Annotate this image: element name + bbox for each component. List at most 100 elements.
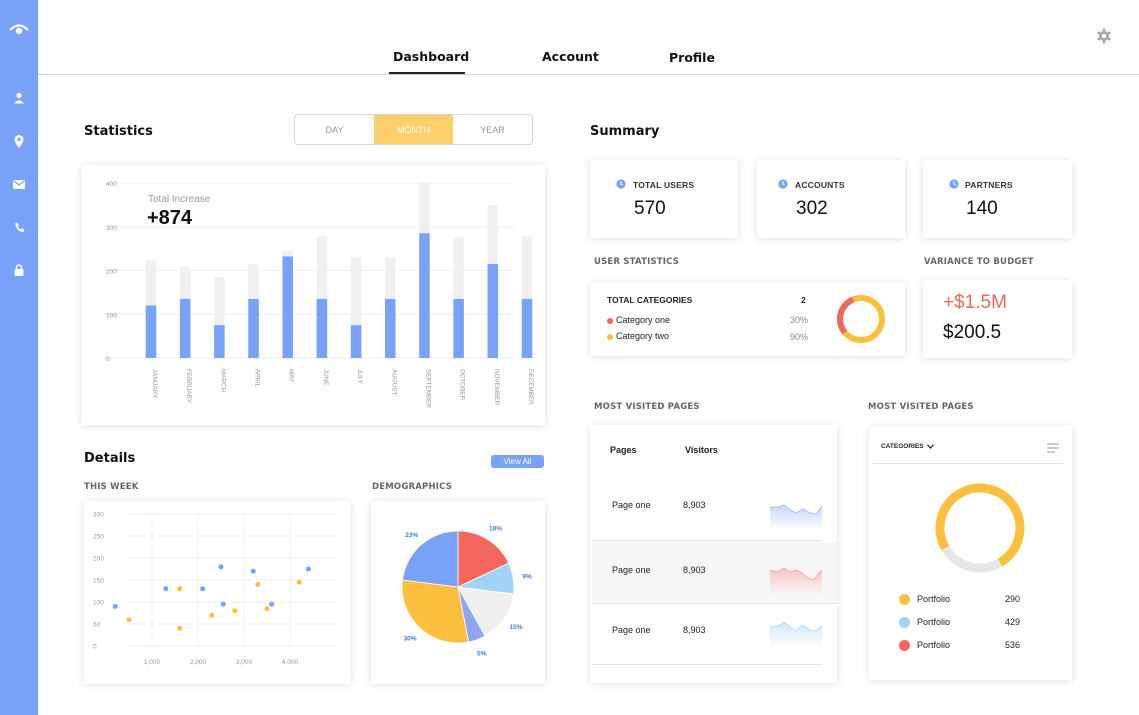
scatter-point	[220, 601, 226, 607]
period-day-button[interactable]: DAY	[325, 124, 344, 135]
scatter-point	[200, 586, 206, 592]
x-tick-label: JUNE	[322, 369, 329, 385]
pie-slice	[457, 530, 510, 588]
scatter-point	[163, 586, 169, 592]
scatter-point	[232, 608, 238, 614]
scatter-point	[218, 564, 224, 570]
pie-slice	[457, 586, 515, 637]
pie-slice-label: 23%	[405, 532, 418, 539]
y-tick-label: 0	[93, 644, 97, 651]
user-statistics-card: TOTAL CATEGORIES 2 Category one 30% Cate…	[590, 282, 905, 356]
bar	[214, 325, 225, 358]
table-row[interactable]: Page one 8,903	[592, 542, 837, 604]
bar-background	[316, 235, 328, 358]
user-statistics-title: USER STATISTICS	[594, 257, 680, 267]
period-month-button[interactable]: MONTH	[374, 115, 453, 144]
x-tick-label: OCTOBER	[459, 369, 466, 400]
y-tick-label: 250	[93, 534, 104, 541]
bar-background	[214, 277, 225, 358]
portfolio-dot	[899, 617, 910, 628]
x-tick-label: 4,000	[282, 659, 299, 666]
statistics-card: 0 100 200 300 400 JANUARY FEBRUARY MARCH APRIL MA…	[82, 165, 545, 425]
visitor-count: 8,903	[683, 565, 706, 575]
total-users-card[interactable]: TOTAL USERS 570	[590, 160, 738, 238]
tab-account[interactable]: Account	[542, 49, 599, 64]
sidebar	[0, 0, 38, 715]
portfolio-dot	[899, 594, 910, 605]
bar	[453, 298, 464, 358]
legend-value: 290	[1005, 594, 1021, 604]
most-visited-title: MOST VISITED PAGES	[594, 402, 700, 412]
view-all-button[interactable]: View All	[491, 455, 544, 468]
y-tick-label: 150	[93, 578, 104, 585]
chevron-down-icon	[926, 444, 934, 449]
x-tick-label: JULY	[356, 369, 363, 385]
category-one-label: Category one	[616, 315, 671, 325]
top-navigation: Dashboard Account Profile	[38, 0, 1139, 75]
gear-icon[interactable]	[1096, 28, 1112, 49]
category-one-dot	[607, 318, 613, 324]
divider	[873, 463, 1063, 464]
category-two-dot	[607, 334, 613, 340]
period-year-button[interactable]: YEAR	[480, 124, 505, 135]
legend-value: 429	[1005, 617, 1021, 627]
mail-icon[interactable]	[9, 174, 29, 194]
y-tick-label: 50	[93, 622, 101, 629]
user-icon[interactable]	[9, 88, 29, 108]
scatter-point	[269, 601, 275, 607]
table-row[interactable]: Page one 8,903	[592, 605, 822, 665]
category-two-pct: 90%	[790, 332, 809, 342]
eye-logo-icon[interactable]	[9, 20, 29, 40]
phone-icon[interactable]	[9, 217, 29, 237]
total-users-label: TOTAL USERS	[633, 180, 695, 190]
pie-slice-label: 30%	[404, 636, 417, 643]
demographics-card: 18% 9% 15% 5% 30% 23%	[371, 501, 545, 684]
legend-label: Portfolio	[917, 594, 951, 604]
scatter-chart: 0 50 100 150 200 250 300 1,000 2,000 3,000 4,000	[93, 512, 336, 666]
partners-card[interactable]: PARTNERS 140	[923, 160, 1072, 238]
this-week-label: THIS WEEK	[84, 482, 139, 492]
x-tick-label: AUGUST	[390, 369, 397, 395]
categories-dropdown[interactable]: CATEGORIES	[881, 443, 934, 450]
bar	[282, 256, 293, 358]
sparkline-blue	[770, 504, 822, 531]
table-row[interactable]: Page one 8,903	[592, 477, 822, 541]
pie-slice	[401, 530, 459, 588]
legend-label: Portfolio	[917, 640, 951, 650]
accounts-card[interactable]: ACCOUNTS 302	[757, 160, 905, 238]
pages-column-header: Pages	[610, 445, 637, 455]
pie-slice-label: 9%	[522, 574, 532, 581]
clock-icon	[616, 179, 626, 189]
pie-slice-label: 18%	[489, 525, 502, 532]
statistics-title: Statistics	[84, 124, 153, 139]
location-pin-icon[interactable]	[9, 131, 29, 151]
total-users-value: 570	[634, 198, 666, 219]
x-tick-label: 3,000	[236, 659, 253, 666]
scatter-point	[264, 606, 270, 612]
y-tick-label: 300	[93, 512, 104, 519]
tab-dashboard[interactable]: Dashboard	[393, 49, 470, 64]
demographics-label: DEMOGRAPHICS	[372, 482, 453, 492]
x-tick-label: JANUARY	[151, 369, 158, 399]
menu-icon[interactable]	[1047, 443, 1059, 453]
bar	[385, 298, 396, 358]
bar	[145, 305, 157, 358]
x-tick-label: MARCH	[219, 369, 226, 393]
total-categories-count: 2	[801, 295, 806, 305]
legend-label: Portfolio	[917, 617, 951, 627]
clock-icon	[949, 179, 959, 189]
lock-icon[interactable]	[9, 260, 29, 280]
x-tick-label: NOVEMBER	[493, 369, 500, 405]
accounts-label: ACCOUNTS	[795, 180, 845, 190]
scatter-point	[112, 603, 118, 609]
scatter-point	[126, 617, 132, 623]
y-tick-label: 200	[106, 269, 117, 276]
partners-label: PARTNERS	[965, 180, 1013, 190]
total-increase-value: +874	[147, 207, 193, 229]
bar	[487, 263, 499, 358]
details-title: Details	[84, 451, 136, 466]
scatter-point	[250, 568, 256, 574]
visitor-count: 8,903	[683, 625, 706, 635]
portfolio-dot	[899, 640, 910, 651]
tab-profile[interactable]: Profile	[669, 50, 715, 65]
